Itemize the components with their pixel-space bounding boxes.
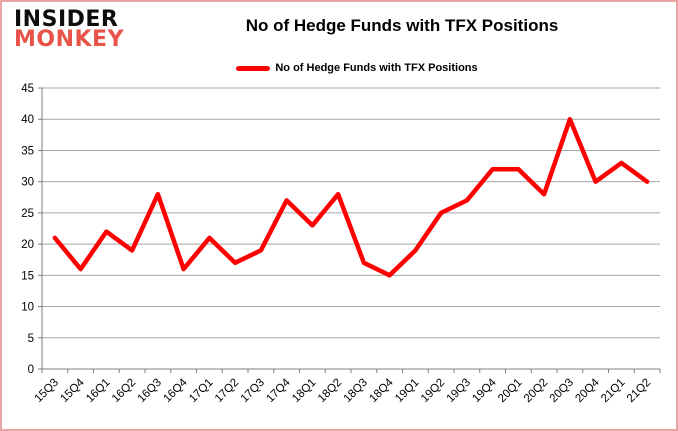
x-axis-label: 17Q1 <box>187 377 215 405</box>
legend-line-swatch <box>236 65 271 71</box>
y-axis-label: 35 <box>21 145 34 157</box>
x-axis-label: 18Q4 <box>367 376 396 405</box>
x-axis-label: 16Q2 <box>110 377 138 405</box>
x-axis-label: 16Q1 <box>84 377 112 405</box>
x-axis-label: 19Q4 <box>470 376 499 405</box>
insider-monkey-logo: INSIDER MONKEY <box>14 7 125 53</box>
logo-text-insider: INSIDER <box>14 7 119 32</box>
y-axis-label: 20 <box>21 239 34 251</box>
x-axis-label: 20Q2 <box>522 377 550 405</box>
x-axis-label: 16Q4 <box>161 376 190 405</box>
x-axis-label: 17Q2 <box>213 377 241 405</box>
x-axis-label: 17Q3 <box>239 377 267 405</box>
x-axis-label: 20Q4 <box>573 376 602 405</box>
x-axis-label: 21Q1 <box>599 377 627 405</box>
legend-label: No of Hedge Funds with TFX Positions <box>275 62 478 74</box>
y-axis-label: 5 <box>28 333 34 345</box>
x-axis-label: 18Q3 <box>342 377 370 405</box>
x-axis-label: 20Q3 <box>548 377 576 405</box>
x-axis-label: 19Q3 <box>445 377 473 405</box>
x-axis-label: 19Q2 <box>419 377 447 405</box>
series-line <box>52 116 650 278</box>
logo-text-monkey: MONKEY <box>14 27 125 53</box>
x-axis-label: 17Q4 <box>264 376 293 405</box>
x-axis-label: 20Q1 <box>496 377 524 405</box>
y-axis-label: 10 <box>21 302 34 314</box>
chart-legend: No of Hedge Funds with TFX Positions <box>20 62 676 74</box>
chart-title: No of Hedge Funds with TFX Positions <box>245 16 559 35</box>
y-axis-label: 15 <box>21 270 34 282</box>
y-axis-label: 25 <box>21 208 34 220</box>
x-axis-label: 18Q1 <box>290 377 318 405</box>
x-axis-label: 18Q2 <box>316 377 344 405</box>
x-axis-label: 16Q3 <box>136 377 164 405</box>
y-axis-label: 45 <box>21 83 34 95</box>
x-axis-label: 15Q4 <box>58 376 87 405</box>
x-axis-label: 19Q1 <box>393 377 421 405</box>
x-axis-label: 15Q3 <box>33 377 61 405</box>
y-axis-label: 40 <box>21 114 34 126</box>
y-axis-label: 30 <box>21 177 34 189</box>
x-axis-label: 21Q2 <box>625 377 653 405</box>
y-axis-label: 0 <box>28 364 34 376</box>
